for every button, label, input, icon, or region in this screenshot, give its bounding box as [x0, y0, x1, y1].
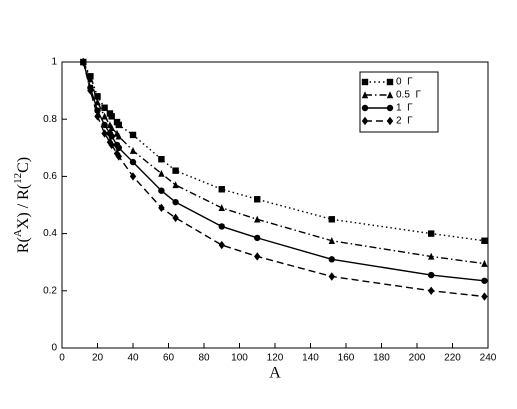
- marker: [328, 216, 335, 223]
- x-tick-label: 240: [480, 353, 497, 364]
- marker: [115, 152, 122, 161]
- x-tick-label: 200: [409, 353, 426, 364]
- legend-marker: [361, 116, 369, 126]
- marker: [108, 124, 115, 131]
- x-tick-label: 160: [338, 353, 355, 364]
- y-axis-label-part: X) / R(: [15, 184, 32, 229]
- legend-markers: [361, 91, 394, 99]
- x-tick-label: 220: [444, 353, 461, 364]
- legend-markers: [361, 78, 394, 86]
- y-tick-label: 0.6: [43, 171, 57, 182]
- marker: [428, 271, 435, 279]
- marker: [218, 223, 225, 230]
- marker: [101, 104, 108, 111]
- x-tick-label: 60: [163, 353, 175, 364]
- marker: [101, 121, 108, 129]
- legend-label: 1 Γ: [396, 103, 413, 114]
- y-axis-label-part: 12: [12, 173, 24, 184]
- marker: [218, 240, 225, 250]
- series-line: [82, 61, 485, 282]
- marker: [172, 167, 179, 174]
- legend-marker: [361, 91, 369, 99]
- marker: [172, 198, 179, 206]
- marker: [428, 252, 435, 260]
- marker: [158, 156, 165, 163]
- marker: [129, 146, 137, 154]
- y-axis-label-part: A: [12, 229, 24, 237]
- legend-markers: [361, 116, 394, 126]
- marker: [481, 237, 488, 244]
- y-tick-label: 0.2: [43, 285, 57, 296]
- series-line: [82, 61, 485, 265]
- marker: [158, 187, 165, 194]
- marker: [108, 140, 115, 150]
- marker: [254, 196, 261, 203]
- legend-marker: [386, 78, 394, 86]
- x-tick-label: 80: [198, 353, 210, 364]
- marker: [254, 215, 261, 223]
- x-tick-label: 120: [267, 353, 284, 364]
- marker: [87, 86, 94, 95]
- marker: [172, 213, 179, 223]
- x-tick-label: 0: [59, 353, 65, 364]
- legend-label: 0 Γ: [396, 77, 413, 88]
- marker: [115, 132, 122, 140]
- marker: [101, 112, 108, 120]
- y-tick-label: 1: [51, 57, 57, 68]
- marker: [129, 158, 137, 166]
- marker: [481, 259, 488, 267]
- marker: [115, 121, 122, 129]
- legend-marker: [361, 104, 369, 112]
- marker: [129, 172, 137, 181]
- y-tick-label: 0.8: [43, 114, 57, 125]
- y-axis-label-part: C): [15, 157, 32, 173]
- marker: [108, 113, 115, 120]
- marker: [158, 203, 165, 213]
- series-line: [82, 61, 485, 298]
- marker: [172, 181, 179, 189]
- legend-box: [359, 71, 439, 133]
- x-tick-label: 40: [127, 353, 139, 364]
- marker: [158, 169, 165, 177]
- marker: [254, 234, 261, 242]
- marker: [218, 204, 225, 212]
- legend-marker: [386, 104, 394, 112]
- x-tick-label: 140: [302, 353, 319, 364]
- series-line: [82, 61, 485, 242]
- marker: [218, 186, 225, 193]
- marker: [129, 131, 137, 139]
- marker: [108, 133, 115, 140]
- marker: [481, 277, 488, 284]
- marker: [328, 272, 335, 281]
- y-axis-label-part: R(: [15, 237, 32, 253]
- marker: [94, 112, 101, 121]
- marker: [115, 144, 123, 151]
- marker: [328, 237, 335, 244]
- x-tick-label: 100: [231, 353, 248, 364]
- marker: [428, 230, 435, 237]
- legend-label: 0.5 Γ: [396, 90, 421, 101]
- legend-marker: [361, 78, 369, 86]
- x-tick-label: 20: [92, 353, 104, 364]
- x-tick-label: 180: [373, 353, 390, 364]
- y-axis-label: R(AX) / R(12C): [12, 157, 32, 253]
- legend-label: 2 Γ: [396, 116, 413, 127]
- y-tick-label: 0.4: [43, 228, 57, 239]
- y-tick-label: 0: [51, 343, 57, 354]
- marker: [481, 292, 488, 301]
- marker: [328, 256, 335, 263]
- legend-markers: [361, 104, 394, 112]
- marker: [94, 93, 101, 100]
- x-axis-label: A: [269, 365, 281, 382]
- legend-marker: [386, 116, 394, 126]
- marker: [101, 129, 108, 138]
- marker: [428, 286, 435, 295]
- legend-marker: [386, 91, 394, 99]
- marker: [254, 252, 261, 261]
- marker: [80, 57, 87, 67]
